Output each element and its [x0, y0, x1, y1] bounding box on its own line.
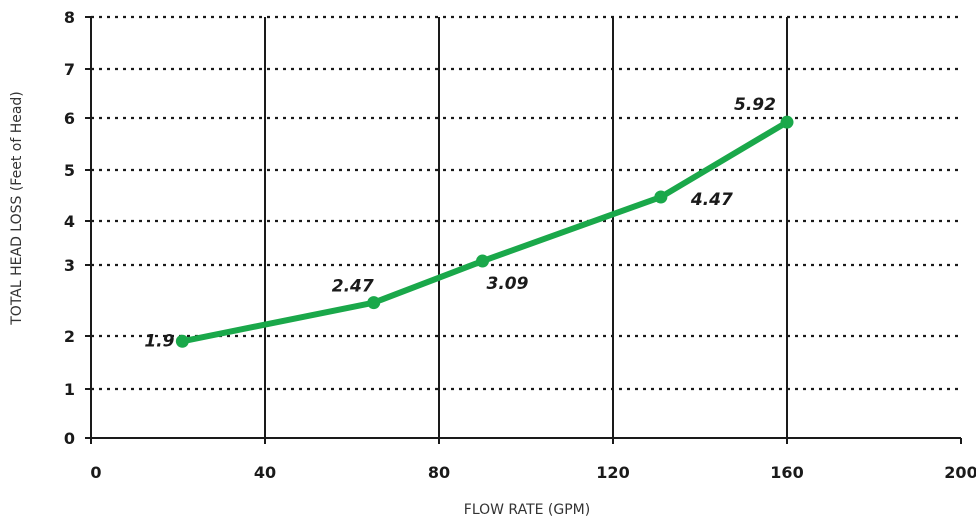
y-tick-label-7: 7: [64, 60, 75, 79]
y-tick-label-0: 0: [64, 429, 75, 448]
data-label-5.92: 5.92: [734, 95, 776, 115]
grid: [91, 15, 961, 438]
data-point: [175, 334, 189, 348]
x-axis-title: FLOW RATE (GPM): [464, 502, 590, 518]
data-point: [367, 296, 381, 310]
y-tick-label-8: 8: [64, 8, 75, 27]
axes: [85, 16, 962, 444]
x-tick-label-200: 200: [944, 463, 976, 482]
x-tick-label-0: 0: [90, 463, 101, 482]
data-point: [476, 254, 489, 268]
data-label-3.09: 3.09: [487, 274, 529, 294]
x-tick-label-160: 160: [770, 463, 803, 482]
y-axis-tick-labels: 0 1 2 3 4 5 6 7 8: [64, 8, 75, 448]
x-tick-label-80: 80: [428, 463, 450, 482]
data-point: [654, 190, 668, 204]
y-tick-label-3: 3: [64, 256, 75, 275]
data-label-2.47: 2.47: [332, 277, 374, 297]
data-labels: 1.9 2.47 3.09 4.47 5.92: [144, 95, 776, 351]
y-tick-label-2: 2: [64, 327, 75, 346]
x-tick-label-40: 40: [254, 463, 276, 482]
data-point: [780, 115, 794, 129]
series-head-loss: [175, 115, 794, 348]
x-tick-label-120: 120: [596, 463, 629, 482]
data-label-4.47: 4.47: [690, 190, 733, 210]
y-tick-label-6: 6: [64, 109, 75, 128]
series-line: [179, 119, 790, 345]
y-axis-title: TOTAL HEAD LOSS (Feet of Head): [9, 91, 25, 326]
data-label-1.9: 1.9: [144, 331, 174, 351]
y-tick-label-4: 4: [64, 212, 75, 231]
y-tick-label-5: 5: [64, 161, 75, 180]
y-tick-label-1: 1: [64, 380, 75, 399]
x-axis-tick-labels: 0 40 80 120 160 200: [90, 463, 976, 482]
